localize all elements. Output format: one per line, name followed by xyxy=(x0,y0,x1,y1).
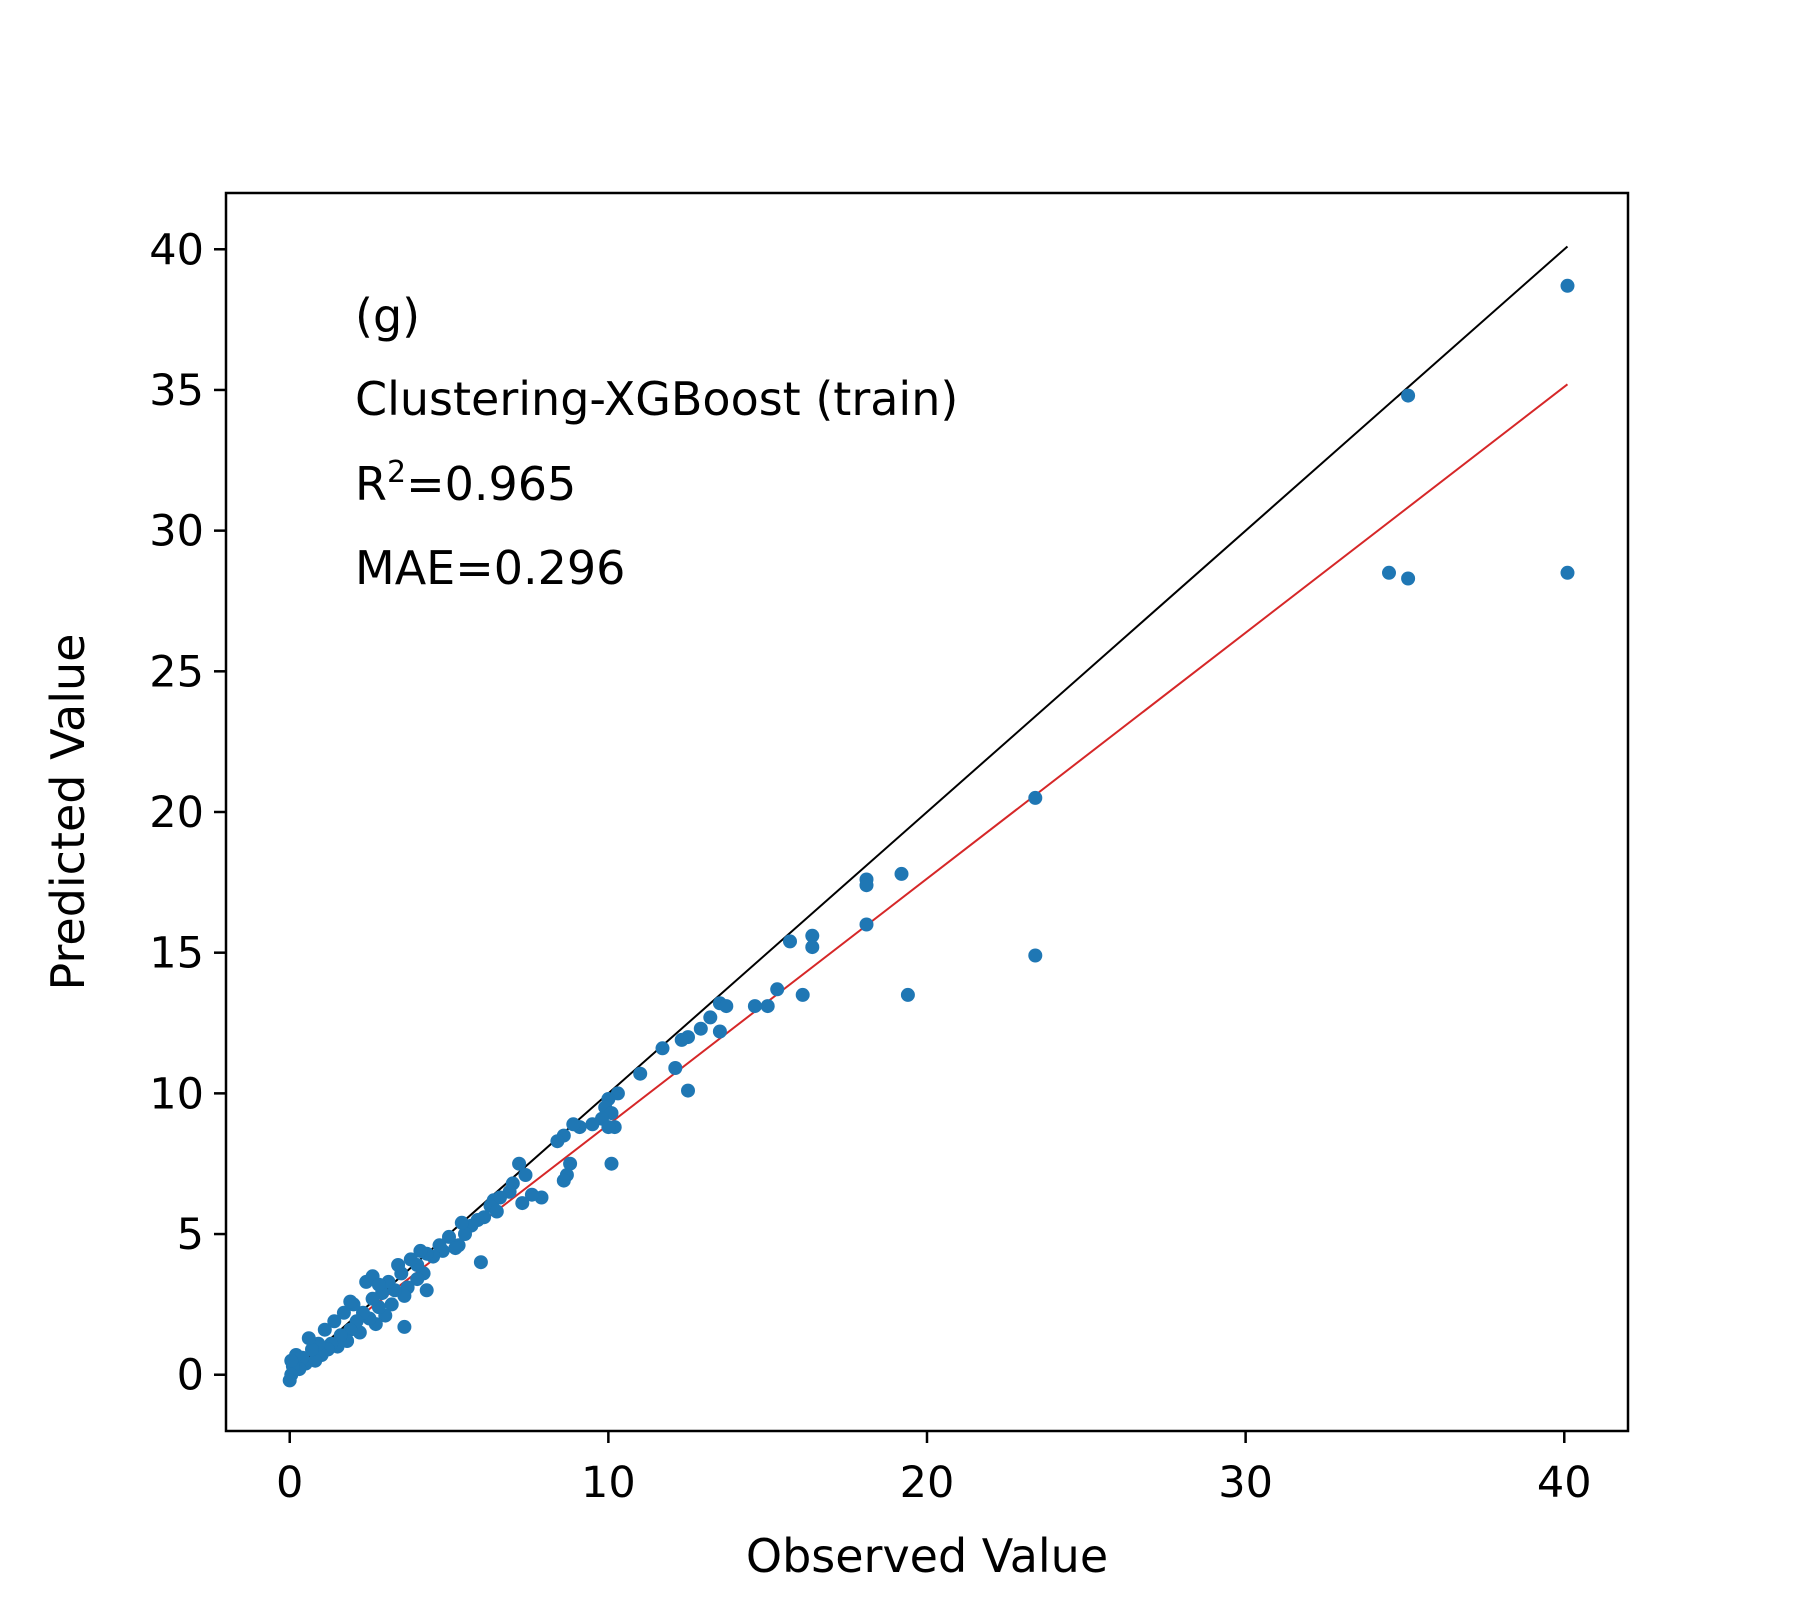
data-point xyxy=(515,1196,530,1211)
data-point xyxy=(604,1156,619,1171)
data-point xyxy=(633,1066,648,1081)
data-point xyxy=(585,1117,600,1132)
data-point xyxy=(563,1156,578,1171)
data-point xyxy=(712,1024,727,1039)
r2-value: =0.965 xyxy=(406,457,576,511)
x-tick-label: 20 xyxy=(900,1458,955,1508)
data-point xyxy=(419,1283,434,1298)
data-point xyxy=(566,1117,581,1132)
data-point xyxy=(384,1297,399,1312)
y-tick-label: 35 xyxy=(149,366,204,416)
data-point xyxy=(305,1342,319,1357)
data-point xyxy=(343,1294,358,1309)
model-label: Clustering-XGBoost (train) xyxy=(355,372,958,426)
data-point xyxy=(410,1272,425,1287)
data-point xyxy=(458,1227,472,1241)
data-point xyxy=(1028,948,1043,963)
r2-annotation: R2=0.965 xyxy=(355,455,576,511)
reference-lines xyxy=(289,245,1569,1376)
y-tick-label: 15 xyxy=(149,929,204,979)
data-point xyxy=(693,1021,708,1036)
y-tick-label: 25 xyxy=(149,647,204,697)
r2-superscript: 2 xyxy=(387,455,406,490)
x-tick-label: 10 xyxy=(581,1458,636,1508)
data-point xyxy=(336,1305,351,1320)
panel-label: (g) xyxy=(355,289,420,343)
data-point xyxy=(512,1156,527,1171)
data-point xyxy=(371,1277,386,1292)
data-point xyxy=(783,934,797,949)
y-axis-title: Predicted Value xyxy=(41,634,95,991)
data-point xyxy=(284,1353,299,1368)
data-point xyxy=(805,940,820,955)
x-tick-label: 30 xyxy=(1218,1458,1273,1508)
data-point xyxy=(317,1322,332,1337)
data-point xyxy=(1401,388,1416,403)
y-tick-label: 40 xyxy=(149,225,204,275)
data-point xyxy=(391,1258,406,1272)
data-point xyxy=(413,1243,428,1258)
x-tick-label: 40 xyxy=(1537,1458,1592,1508)
data-points xyxy=(282,278,1575,1388)
data-point xyxy=(859,917,874,932)
mae-annotation: MAE=0.296 xyxy=(355,541,625,595)
data-point xyxy=(282,1373,297,1388)
data-point xyxy=(1401,571,1416,586)
data-point xyxy=(473,1255,488,1270)
x-axis-title: Observed Value xyxy=(746,1529,1108,1583)
data-point xyxy=(719,999,734,1014)
axis-ticks: 0 10 20 30 40 0 5 10 15 20 25 30 35 40 xyxy=(149,225,1591,1508)
data-point xyxy=(518,1168,533,1182)
data-point xyxy=(550,1134,565,1149)
data-point xyxy=(1560,278,1575,293)
y-tick-label: 5 xyxy=(177,1210,204,1260)
data-point xyxy=(432,1238,447,1253)
data-point xyxy=(448,1241,463,1256)
data-point xyxy=(1028,790,1043,805)
data-point xyxy=(770,982,785,997)
data-point xyxy=(489,1204,504,1219)
fit-line xyxy=(289,383,1569,1372)
y-tick-label: 0 xyxy=(177,1351,204,1401)
y-tick-label: 30 xyxy=(149,507,204,557)
data-point xyxy=(301,1331,316,1346)
data-point xyxy=(601,1120,616,1135)
data-point xyxy=(674,1032,689,1047)
data-point xyxy=(760,999,775,1014)
data-point xyxy=(805,928,820,943)
data-point xyxy=(1560,565,1575,580)
data-point xyxy=(442,1229,456,1244)
data-point xyxy=(859,878,874,893)
data-point xyxy=(454,1215,469,1230)
data-point xyxy=(556,1173,571,1188)
data-point xyxy=(703,1010,718,1025)
data-point xyxy=(655,1041,670,1056)
data-point xyxy=(333,1328,348,1343)
data-point xyxy=(365,1291,380,1306)
data-point xyxy=(900,987,915,1002)
y-tick-label: 20 xyxy=(149,788,204,838)
data-point xyxy=(894,866,909,881)
x-tick-label: 0 xyxy=(276,1458,303,1508)
data-point xyxy=(1382,565,1396,580)
r2-prefix: R xyxy=(355,457,387,511)
data-point xyxy=(668,1061,683,1075)
data-point xyxy=(327,1314,342,1329)
data-point xyxy=(397,1319,412,1334)
data-point xyxy=(747,999,762,1014)
y-tick-label: 10 xyxy=(149,1069,204,1119)
identity-line xyxy=(289,245,1569,1376)
data-point xyxy=(524,1187,539,1202)
data-point xyxy=(681,1083,695,1098)
data-point xyxy=(403,1252,418,1267)
data-point xyxy=(795,987,810,1002)
